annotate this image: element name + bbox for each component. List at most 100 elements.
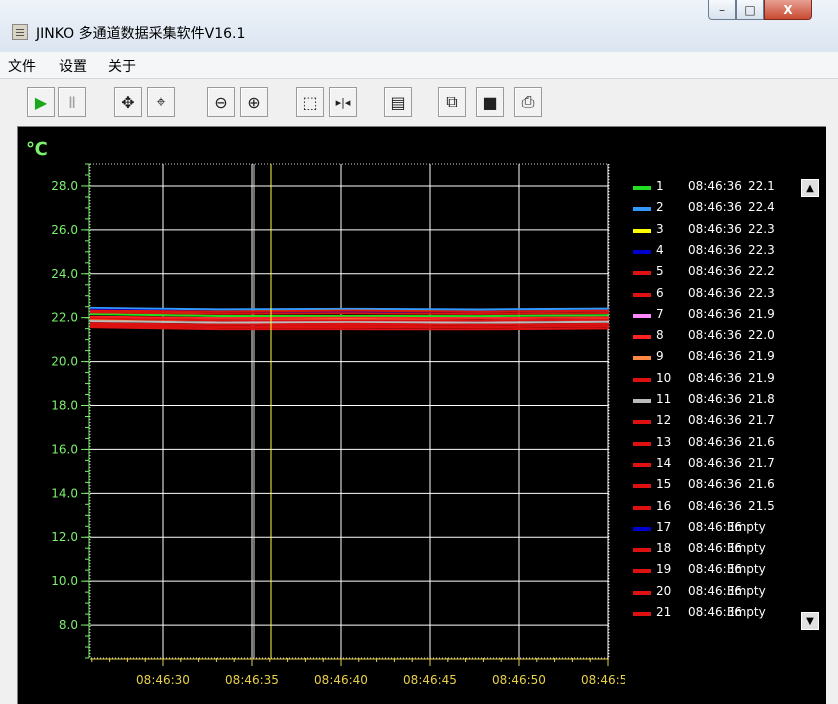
y-tick-label: 14.0 [51,486,78,500]
legend-item: 9 08:46:36 21.9 [630,349,810,367]
legend-channel: 20 [656,583,672,598]
y-axis-unit: ℃ [26,139,48,160]
legend-time: 08:46:36 [688,583,742,598]
y-tick-label: 10.0 [51,574,78,588]
y-tick-label: 8.0 [59,618,78,632]
save-button[interactable]: ■ [476,87,504,117]
legend-value: Empty [727,541,766,556]
legend-swatch [633,505,651,510]
legend-item: 15 08:46:36 21.6 [630,477,810,495]
print-button[interactable]: ⎙ [514,87,542,117]
x-tick-label: 08:46:35 [225,673,279,687]
x-tick-label: 08:46:30 [136,673,190,687]
x-tick-label: 08:46:45 [403,673,457,687]
legend-value: 22.2 [748,264,775,279]
minimize-icon: – [719,2,725,17]
legend-item: 4 08:46:36 22.3 [630,243,810,261]
series-line [89,320,610,324]
legend-time: 08:46:36 [688,562,742,577]
legend-channel: 19 [656,562,672,577]
legend-value: 21.7 [748,455,775,470]
legend-scroll-down-button[interactable]: ▼ [801,612,819,630]
properties-button[interactable]: ▤ [384,87,412,117]
y-tick-label: 28.0 [51,179,78,193]
toolbar: ▶ Ⅱ ✥ ⌖ ⊖ ⊕ ⬚ ▸|◂ ▤ ⧉ ■ ⎙ [0,79,838,125]
select-rect-icon: ⬚ [302,92,318,112]
legend-channel: 7 [656,306,664,321]
legend-channel: 8 [656,328,664,343]
move-icon: ✥ [121,92,135,112]
legend-value: 21.6 [748,434,775,449]
line-chart[interactable]: 28.0 26.0 24.0 22.0 20.0 18.0 16.0 14.0 12.0 10.0… [18,127,625,704]
series-line [89,311,610,315]
maximize-button[interactable]: □ [736,0,764,20]
legend-channel: 16 [656,498,672,513]
legend-time: 08:46:36 [688,477,742,492]
legend-channel: 13 [656,434,672,449]
cursor-button[interactable]: ▸|◂ [329,87,357,117]
arrow-down-icon: ▼ [806,615,814,627]
pan-button[interactable]: ✥ [114,87,142,117]
x-tick-label: 08:46:40 [314,673,368,687]
zoom-out-button[interactable]: ⊖ [207,87,235,117]
copy-button[interactable]: ⧉ [438,87,466,117]
legend-swatch [633,228,651,233]
menu-file[interactable]: 文件 [8,59,36,75]
legend-time: 08:46:36 [688,370,742,385]
chart-panel[interactable]: ℃ 28.0 26.0 24.0 22.0 20.0 18.0 16.0 14.0 12.0 10… [17,126,826,704]
legend-value: 21.5 [748,498,775,513]
legend-channel: 3 [656,221,664,236]
legend-channel: 11 [656,392,672,406]
play-icon: ▶ [34,92,48,112]
close-button[interactable]: X [764,0,812,20]
title-bar[interactable]: JINKO 多通道数据采集软件V16.1 – □ X [0,0,838,53]
legend-swatch [633,590,651,595]
start-button[interactable]: ▶ [27,87,55,117]
legend-channel: 18 [656,541,672,556]
print-icon: ⎙ [521,92,535,111]
legend-item: 2 08:46:36 22.4 [630,200,810,218]
legend-item: 14 08:46:36 21.7 [630,456,810,474]
series-line [89,324,610,329]
legend-swatch [633,335,651,340]
window-title: JINKO 多通道数据采集软件V16.1 [36,26,246,42]
menu-about[interactable]: 关于 [108,59,136,75]
legend-scroll-up-button[interactable]: ▲ [801,179,819,197]
legend-value: Empty [727,583,766,598]
legend-swatch [633,356,651,361]
pause-button[interactable]: Ⅱ [58,87,86,117]
legend-item: 8 08:46:36 22.0 [630,328,810,346]
legend-swatch [633,484,651,489]
legend-time: 08:46:36 [688,242,742,257]
legend-time: 08:46:36 [688,605,742,619]
legend-item: 3 08:46:36 22.3 [630,222,810,240]
legend-value: 21.9 [748,349,775,364]
y-tick-label: 18.0 [51,399,78,413]
select-rect-button[interactable]: ⬚ [296,87,324,117]
legend-time: 08:46:36 [688,306,742,321]
legend-item: 5 08:46:36 22.2 [630,264,810,282]
zoom-in-button[interactable]: ⊕ [240,87,268,117]
legend-time: 08:46:36 [688,519,742,534]
legend-item: 20 08:46:36 Empty [630,584,810,602]
legend-swatch [633,186,651,190]
legend-value: 21.9 [748,306,775,321]
minimize-button[interactable]: – [708,0,736,20]
legend-swatch [633,207,651,212]
legend-item: 18 08:46:36 Empty [630,541,810,559]
legend-time: 08:46:36 [688,200,742,215]
zoom-out-icon: ⊖ [214,92,228,112]
zoom-fit-button[interactable]: ⌖ [147,87,175,117]
save-icon: ■ [482,92,498,112]
legend-value: 22.3 [748,242,775,257]
menu-settings[interactable]: 设置 [59,59,87,75]
legend-item: 6 08:46:36 22.3 [630,286,810,304]
legend-channel: 6 [656,285,664,300]
zoom-fit-icon: ⌖ [156,92,166,111]
legend-swatch [633,249,651,254]
series-line [89,322,610,326]
legend-swatch [633,313,651,318]
plot-frame [89,163,610,659]
legend-item: 16 08:46:36 21.5 [630,499,810,517]
legend-item: 11 08:46:36 21.8 [630,392,810,410]
